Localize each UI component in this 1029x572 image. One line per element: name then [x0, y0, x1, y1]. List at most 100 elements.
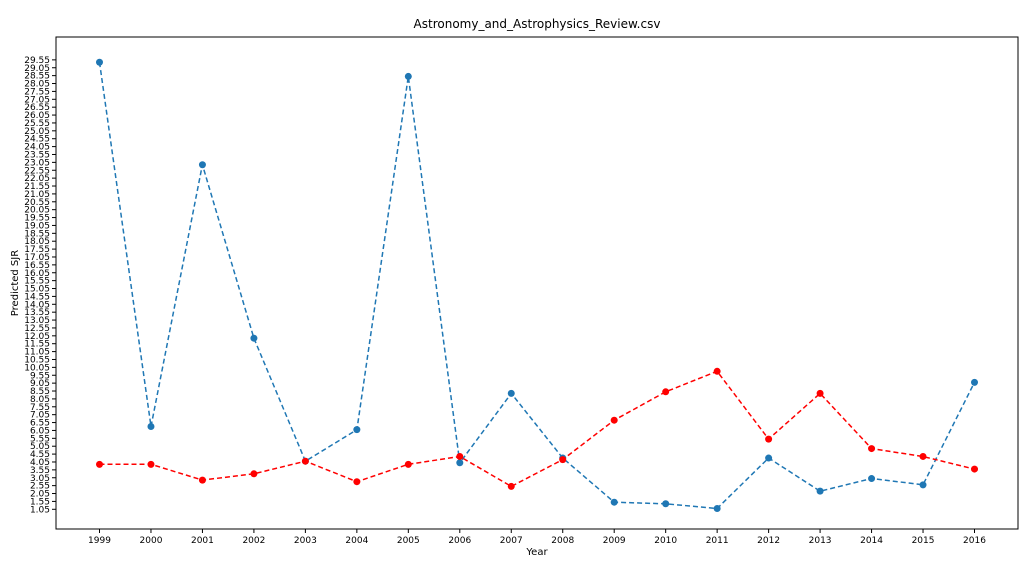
y-tick-label: 19.55	[24, 214, 50, 224]
y-tick-label: 21.05	[24, 190, 50, 200]
x-tick-label: 2004	[345, 536, 368, 546]
y-tick-label: 2.55	[30, 482, 50, 492]
x-tick-label: 2010	[654, 536, 677, 546]
chart-title: Astronomy_and_Astrophysics_Review.csv	[414, 17, 661, 31]
y-tick-label: 23.55	[24, 150, 50, 160]
data-point	[507, 482, 515, 490]
y-tick-label: 22.55	[24, 166, 50, 176]
plot-frame	[55, 36, 1019, 530]
y-tick-label: 21.55	[24, 182, 50, 192]
x-tick-label: 2003	[294, 536, 317, 546]
y-tick-label: 11.05	[24, 348, 50, 358]
y-tick-label: 4.05	[30, 458, 50, 468]
data-point	[404, 460, 412, 468]
data-point	[765, 435, 773, 443]
y-tick-label: 15.55	[24, 277, 50, 287]
data-point	[456, 459, 464, 467]
data-point	[610, 498, 618, 506]
data-point	[559, 456, 567, 464]
y-tick-label: 3.05	[30, 474, 50, 484]
y-tick-label: 28.55	[24, 72, 50, 82]
x-tick-label: 2014	[860, 536, 883, 546]
x-tick-label: 2006	[448, 536, 471, 546]
data-point	[198, 161, 206, 169]
y-tick-label: 15.05	[24, 285, 50, 295]
y-tick-label: 25.05	[24, 127, 50, 137]
data-point	[919, 452, 927, 460]
data-point	[971, 378, 978, 386]
x-tick-label: 2015	[912, 536, 935, 546]
y-tick-label: 29.05	[24, 64, 50, 74]
y-tick-label: 27.05	[24, 95, 50, 105]
y-tick-label: 10.05	[24, 363, 50, 373]
y-tick-label: 24.05	[24, 143, 50, 153]
y-tick-label: 14.05	[24, 300, 50, 310]
y-tick-label: 29.55	[24, 56, 50, 66]
data-point	[713, 367, 721, 375]
x-tick-label: 1999	[88, 536, 111, 546]
y-tick-label: 23.05	[24, 158, 50, 168]
data-point	[919, 481, 927, 489]
data-point	[147, 423, 155, 430]
y-tick-label: 1.05	[30, 505, 50, 515]
y-tick-label: 22.05	[24, 174, 50, 184]
y-tick-label: 28.05	[24, 80, 50, 90]
y-tick-label: 13.55	[24, 308, 50, 318]
data-point	[816, 389, 824, 397]
data-point	[713, 505, 721, 512]
data-point	[301, 457, 309, 465]
y-tick-label: 19.05	[24, 221, 50, 231]
y-tick-label: 18.55	[24, 229, 50, 239]
y-tick-label: 7.55	[30, 403, 50, 413]
y-tick-label: 26.05	[24, 111, 50, 121]
y-tick-label: 9.55	[30, 371, 50, 381]
x-tick-label: 2000	[140, 536, 163, 546]
data-point	[610, 416, 618, 424]
data-point	[198, 476, 206, 484]
y-tick-label: 12.55	[24, 324, 50, 334]
y-axis-label: Predicted SJR	[10, 250, 21, 316]
y-tick-label: 27.55	[24, 87, 50, 97]
y-tick-label: 4.55	[30, 450, 50, 460]
y-tick-label: 7.05	[30, 411, 50, 421]
y-tick-label: 10.55	[24, 355, 50, 365]
data-point	[456, 452, 464, 460]
y-tick-label: 6.55	[30, 419, 50, 429]
data-point	[353, 426, 361, 434]
y-tick-label: 13.05	[24, 316, 50, 326]
y-tick-label: 16.55	[24, 261, 50, 271]
y-tick-label: 17.05	[24, 253, 50, 263]
y-tick-label: 16.05	[24, 269, 50, 279]
data-point	[868, 445, 876, 453]
x-tick-label: 2001	[191, 536, 214, 546]
data-point	[147, 460, 155, 468]
y-tick-label: 5.55	[30, 434, 50, 444]
data-point	[96, 460, 103, 468]
data-point	[765, 454, 773, 462]
y-tick-label: 2.05	[30, 490, 50, 500]
x-tick-label: 2008	[551, 536, 574, 546]
x-tick-label: 2011	[706, 536, 729, 546]
data-point	[404, 72, 412, 80]
data-point	[971, 465, 978, 473]
y-tick-label: 20.55	[24, 198, 50, 208]
y-tick-label: 24.55	[24, 135, 50, 145]
x-tick-label: 2013	[809, 536, 832, 546]
x-tick-label: 2016	[963, 536, 986, 546]
y-tick-label: 17.55	[24, 245, 50, 255]
data-point	[662, 500, 670, 508]
data-point	[662, 388, 670, 396]
x-axis-label: Year	[525, 547, 548, 558]
y-tick-label: 14.55	[24, 292, 50, 302]
y-tick-label: 8.05	[30, 395, 50, 405]
y-tick-label: 25.55	[24, 119, 50, 129]
plot-series	[96, 58, 978, 512]
y-tick-label: 5.05	[30, 442, 50, 452]
data-point	[868, 475, 876, 483]
y-tick-label: 26.55	[24, 103, 50, 113]
x-tick-label: 2007	[500, 536, 523, 546]
y-tick-label: 12.05	[24, 332, 50, 342]
data-point	[250, 334, 258, 342]
